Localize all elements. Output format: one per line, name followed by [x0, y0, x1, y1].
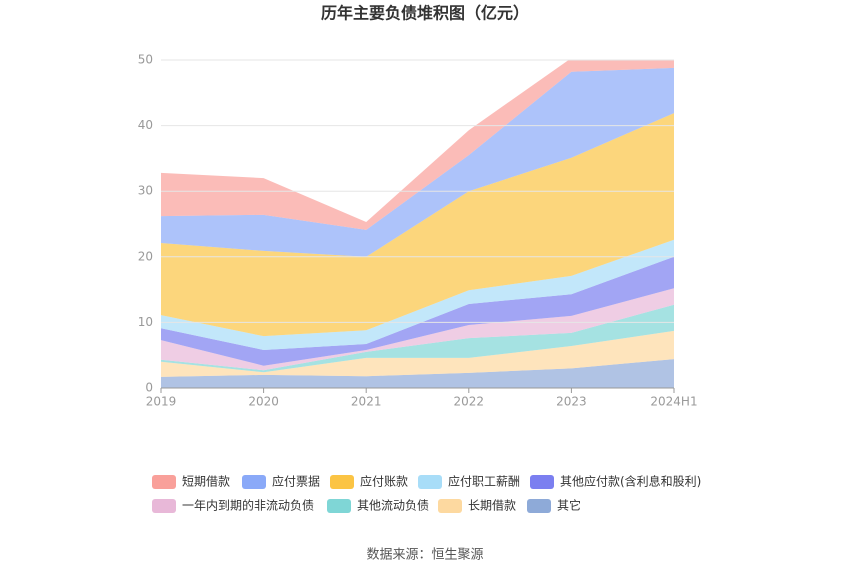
legend-label: 应付职工薪酬 — [448, 474, 520, 489]
y-tick-label: 10 — [138, 315, 153, 329]
x-tick-label: 2021 — [351, 395, 382, 409]
legend-label: 应付票据 — [272, 474, 320, 489]
legend-label: 其他流动负债 — [357, 499, 429, 513]
legend-label: 一年内到期的非流动负债 — [182, 498, 314, 513]
legend-swatch — [152, 499, 176, 513]
y-tick-label: 20 — [138, 249, 153, 263]
legend-label: 其它 — [557, 498, 581, 513]
chart-title: 历年主要负债堆积图（亿元） — [321, 4, 529, 23]
area — [161, 304, 674, 373]
area — [161, 330, 674, 377]
source-note: 数据来源：恒生聚源 — [366, 548, 483, 563]
legend-swatch — [152, 475, 176, 489]
area — [161, 67, 674, 257]
area — [161, 113, 674, 337]
y-tick-label: 40 — [138, 118, 153, 132]
area — [161, 256, 674, 366]
legend-swatch — [327, 499, 351, 513]
legend-swatch — [418, 475, 442, 489]
y-tick-label: 30 — [138, 184, 153, 198]
x-tick-label: 2020 — [248, 395, 279, 409]
x-tick-label: 2022 — [454, 395, 485, 409]
area — [161, 288, 674, 371]
legend-swatch — [530, 475, 554, 489]
area — [161, 239, 674, 350]
legend-swatch — [330, 475, 354, 489]
area — [161, 60, 674, 230]
legend-label: 应付账款 — [360, 474, 408, 489]
area — [161, 359, 674, 388]
x-tick-label: 2019 — [146, 395, 177, 409]
legend-label: 短期借款 — [182, 475, 230, 489]
legend-swatch — [242, 475, 266, 489]
legend-label: 其他应付款(含利息和股利) — [560, 474, 701, 489]
x-tick-label: 2024H1 — [650, 395, 697, 409]
y-tick-label: 50 — [138, 53, 153, 67]
plot-area — [161, 60, 674, 388]
x-tick-label: 2023 — [556, 395, 587, 409]
legend-swatch — [527, 499, 551, 513]
legend-label: 长期借款 — [468, 499, 516, 513]
y-tick-label: 0 — [145, 381, 153, 395]
legend-swatch — [438, 499, 462, 513]
